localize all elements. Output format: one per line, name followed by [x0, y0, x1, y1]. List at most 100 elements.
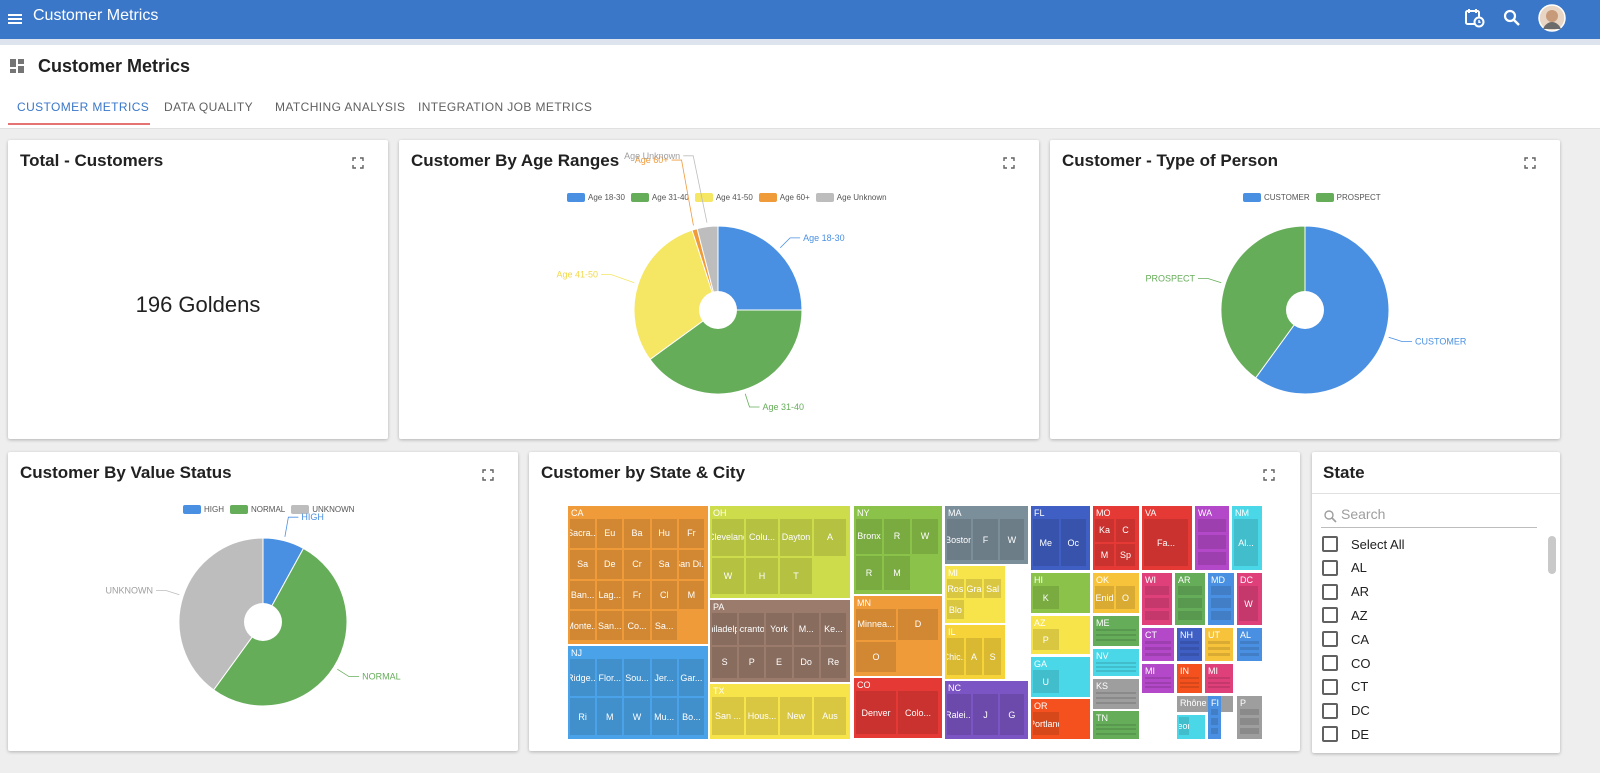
- treemap-city-cell[interactable]: J: [973, 694, 998, 735]
- treemap-state-cell[interactable]: MN Minnea... D O: [854, 596, 942, 676]
- pie-slice[interactable]: [1220, 225, 1306, 379]
- treemap-city-cell[interactable]: [1096, 697, 1136, 699]
- expand-icon[interactable]: [1003, 157, 1015, 169]
- pie-slice[interactable]: [633, 229, 719, 361]
- treemap-city-cell[interactable]: [1180, 641, 1199, 644]
- treemap-city-cell[interactable]: M...: [793, 613, 819, 645]
- treemap-state-cell[interactable]: AR: [1175, 573, 1205, 625]
- checkbox[interactable]: [1322, 726, 1338, 743]
- treemap-city-cell[interactable]: Ke...: [820, 613, 846, 645]
- scrollbar-thumb[interactable]: [1548, 536, 1556, 574]
- legend-item[interactable]: Age 60+: [758, 193, 810, 202]
- treemap-city-cell[interactable]: [1096, 732, 1136, 735]
- treemap-city-cell[interactable]: H: [746, 557, 778, 594]
- treemap-city-cell[interactable]: A: [814, 519, 846, 556]
- treemap-state-cell[interactable]: NY Bronx R W R M: [854, 506, 942, 594]
- treemap-city-cell[interactable]: [1180, 653, 1199, 656]
- treemap-city-cell[interactable]: [1180, 677, 1199, 679]
- state-option[interactable]: CA: [1322, 629, 1369, 649]
- treemap-city-cell[interactable]: San...: [597, 611, 623, 640]
- treemap-state-cell[interactable]: ME: [1093, 616, 1139, 646]
- treemap-city-cell[interactable]: [1096, 702, 1136, 704]
- legend-item[interactable]: Age Unknown: [815, 193, 887, 202]
- treemap-state-cell[interactable]: DC W: [1237, 573, 1262, 625]
- treemap-city-cell[interactable]: M: [1095, 543, 1114, 566]
- treemap-state-cell[interactable]: HI K: [1031, 573, 1090, 613]
- treemap-city-cell[interactable]: Enid: [1095, 586, 1114, 609]
- treemap-city-cell[interactable]: [1211, 586, 1231, 596]
- treemap-city-cell[interactable]: Bo...: [678, 698, 704, 735]
- treemap-city-cell[interactable]: P: [1033, 629, 1059, 650]
- search-icon[interactable]: [1500, 6, 1524, 30]
- treemap-city-cell[interactable]: [1145, 647, 1171, 650]
- treemap-city-cell[interactable]: Boston: [947, 519, 972, 560]
- treemap-city-cell[interactable]: Ri: [570, 698, 596, 735]
- treemap-city-cell[interactable]: [1208, 647, 1230, 650]
- select-all-option[interactable]: Select All: [1322, 534, 1404, 554]
- treemap-city-cell[interactable]: [1145, 653, 1171, 656]
- treemap-city-cell[interactable]: Sa: [570, 549, 596, 579]
- treemap-city-cell[interactable]: Mu...: [651, 698, 677, 735]
- treemap-city-cell[interactable]: Co...: [624, 611, 650, 640]
- treemap-city-cell[interactable]: [1096, 728, 1136, 731]
- treemap-city-cell[interactable]: [1145, 686, 1171, 689]
- state-option[interactable]: DE: [1322, 724, 1369, 744]
- treemap-city-cell[interactable]: [1145, 641, 1171, 644]
- legend-item[interactable]: Age 31-40: [630, 193, 689, 202]
- treemap-city-cell[interactable]: [1198, 551, 1226, 565]
- treemap-city-cell[interactable]: [1211, 598, 1231, 608]
- treemap-city-cell[interactable]: F: [973, 519, 998, 560]
- treemap-city-cell[interactable]: [1198, 519, 1226, 533]
- treemap-city-cell[interactable]: San ...: [712, 697, 744, 735]
- treemap-city-cell[interactable]: Ban...: [570, 580, 596, 610]
- scrollbar[interactable]: [1548, 532, 1556, 750]
- treemap-state-cell[interactable]: PAPhiladelp...ScrantonYorkM...Ke... SPEDo…: [710, 600, 850, 682]
- checkbox[interactable]: [1322, 655, 1338, 671]
- treemap-city-cell[interactable]: [1240, 709, 1259, 716]
- treemap-city-cell[interactable]: [1180, 686, 1199, 689]
- treemap-city-cell[interactable]: Lag...: [597, 580, 623, 610]
- treemap-state-cell[interactable]: KS: [1093, 679, 1139, 709]
- treemap-state-cell[interactable]: FI: [1208, 696, 1221, 739]
- treemap-city-cell[interactable]: A: [965, 638, 983, 675]
- treemap-city-cell[interactable]: [1211, 610, 1231, 620]
- treemap-city-cell[interactable]: Oc: [1060, 519, 1086, 566]
- treemap-state-cell[interactable]: UT: [1205, 628, 1233, 661]
- treemap-city-cell[interactable]: [1096, 666, 1136, 668]
- treemap-city-cell[interactable]: Aus: [814, 697, 846, 735]
- legend-item[interactable]: HIGH: [183, 505, 224, 514]
- treemap-city-cell[interactable]: Bronx: [856, 519, 882, 554]
- treemap-city-cell[interactable]: Denver: [856, 691, 896, 734]
- treemap-state-cell[interactable]: MI Ros Gra Sal Blo: [945, 566, 1005, 623]
- treemap-city-cell[interactable]: [1145, 586, 1169, 596]
- tab-integration-job-metrics[interactable]: INTEGRATION JOB METRICS: [418, 100, 593, 114]
- treemap-city-cell[interactable]: Scranton: [739, 613, 765, 645]
- treemap-city-cell[interactable]: Do: [793, 646, 819, 678]
- legend-item[interactable]: NORMAL: [230, 505, 285, 514]
- treemap-city-cell[interactable]: M: [884, 555, 910, 590]
- pie-slice[interactable]: [717, 225, 803, 311]
- treemap-city-cell[interactable]: S: [984, 638, 1001, 675]
- treemap-city-cell[interactable]: [1211, 709, 1218, 716]
- state-option[interactable]: CT: [1322, 677, 1368, 697]
- checkbox[interactable]: [1322, 631, 1338, 648]
- treemap-city-cell[interactable]: Fr: [678, 519, 704, 548]
- treemap-city-cell[interactable]: Re: [820, 646, 846, 678]
- treemap-city-cell[interactable]: Colu...: [746, 519, 778, 556]
- treemap-city-cell[interactable]: M: [678, 580, 704, 610]
- treemap-city-cell[interactable]: Portland: [1033, 712, 1059, 735]
- treemap-city-cell[interactable]: W: [712, 557, 744, 594]
- treemap-city-cell[interactable]: Hous...: [746, 697, 778, 735]
- treemap-city-cell[interactable]: E: [766, 646, 792, 678]
- treemap-city-cell[interactable]: D: [898, 609, 938, 640]
- treemap-city-cell[interactable]: [1096, 634, 1136, 636]
- treemap-city-cell[interactable]: [1096, 662, 1136, 664]
- treemap-state-cell[interactable]: MI: [1205, 664, 1233, 693]
- treemap-city-cell[interactable]: G: [999, 694, 1024, 735]
- treemap-city-cell[interactable]: Ba: [624, 519, 650, 548]
- expand-icon[interactable]: [1263, 469, 1275, 481]
- treemap-city-cell[interactable]: W: [999, 519, 1024, 560]
- legend-item[interactable]: CUSTOMER: [1243, 193, 1310, 202]
- checkbox[interactable]: [1322, 536, 1338, 552]
